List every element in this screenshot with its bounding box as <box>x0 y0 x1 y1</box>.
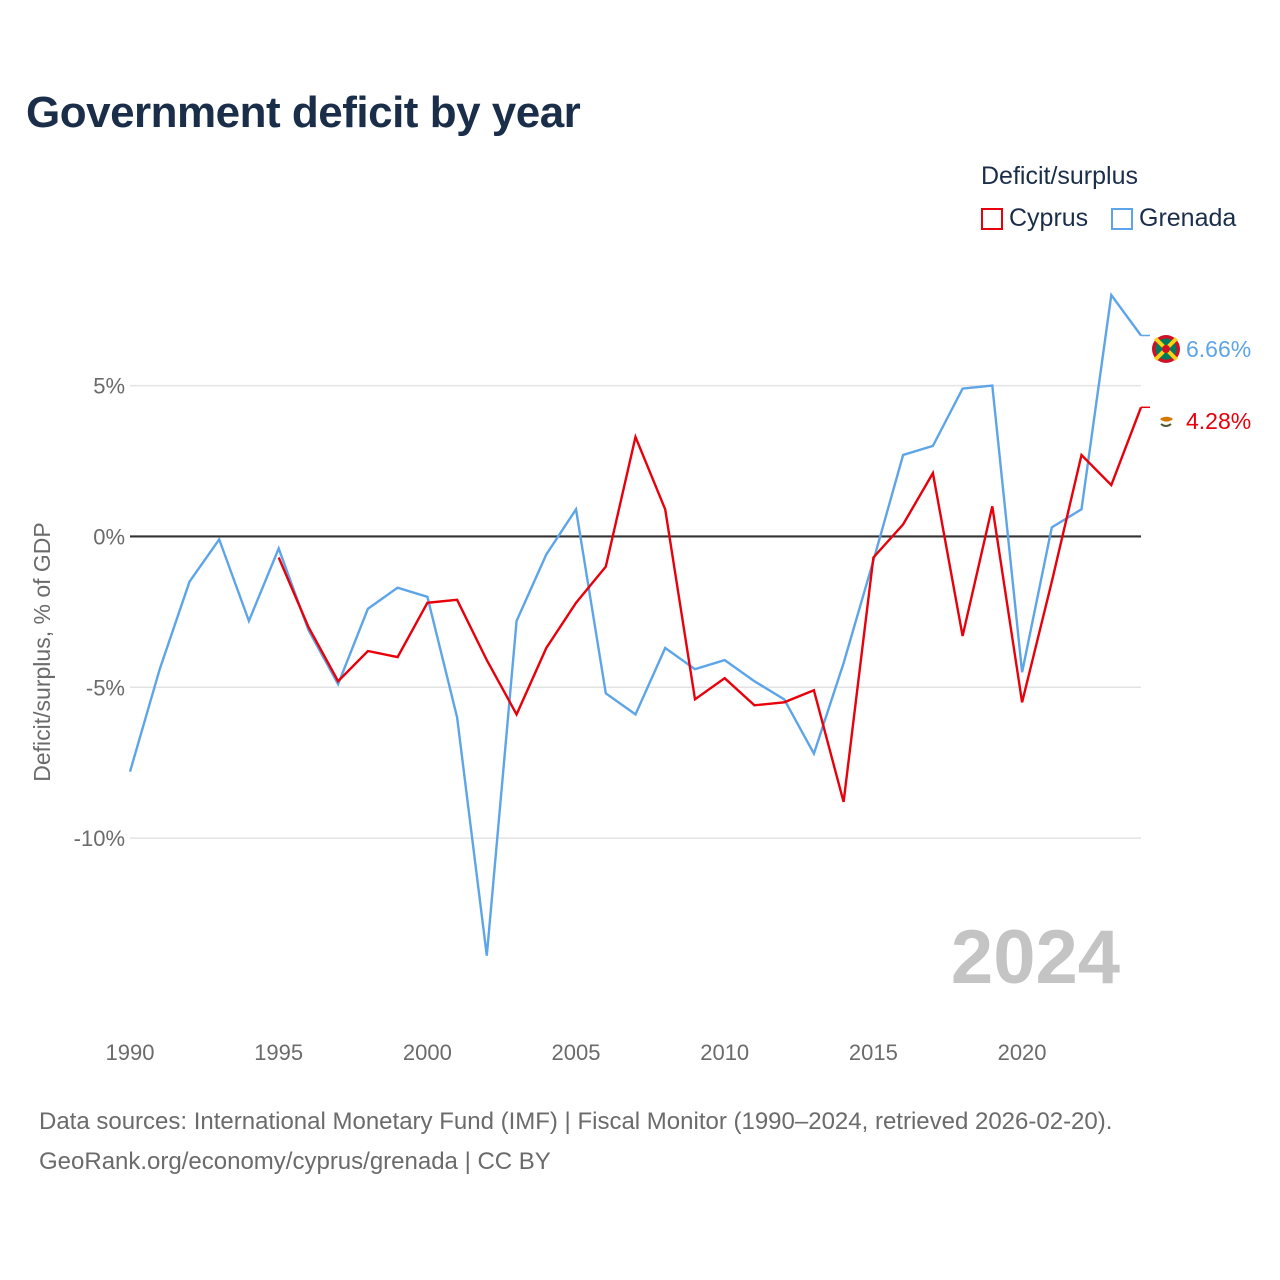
y-axis-label: Deficit/surplus, % of GDP <box>29 522 55 781</box>
legend-swatch-grenada <box>1111 207 1133 230</box>
x-tick-label: 1990 <box>106 1040 155 1065</box>
y-tick-label: -10% <box>74 826 125 851</box>
series-line-cyprus[interactable] <box>277 406 1143 803</box>
series-line-grenada[interactable] <box>128 292 1142 956</box>
line-chart: 5% 0% -5% -10% 1990 1995 2000 2005 2010 2015 2020 D… <box>29 292 1251 1065</box>
end-label-grenada: 6.66% <box>1186 336 1251 362</box>
legend-swatch-cyprus <box>981 207 1003 230</box>
legend-label-grenada: Grenada <box>1139 204 1237 232</box>
cyprus-flag-icon <box>1160 416 1173 427</box>
source-line-1: Data sources: International Monetary Fun… <box>39 1108 1113 1135</box>
legend-item-grenada[interactable]: Grenada <box>1111 204 1236 233</box>
x-tick-label: 2010 <box>700 1040 749 1065</box>
y-tick-label: 5% <box>93 374 125 399</box>
y-tick-label: -5% <box>86 675 125 700</box>
grenada-flag-icon <box>1152 335 1180 363</box>
y-tick-label: 0% <box>93 524 125 549</box>
x-tick-label: 2015 <box>849 1040 898 1065</box>
x-tick-label: 2000 <box>403 1040 452 1065</box>
legend-title: Deficit/surplus <box>981 162 1138 190</box>
year-watermark: 2024 <box>951 915 1120 1000</box>
x-tick-label: 1995 <box>254 1040 303 1065</box>
end-label-cyprus: 4.28% <box>1186 408 1251 434</box>
legend-label-cyprus: Cyprus <box>1009 204 1089 232</box>
chart-title: Government deficit by year <box>26 88 581 137</box>
x-tick-label: 2005 <box>552 1040 601 1065</box>
x-tick-label: 2020 <box>998 1040 1047 1065</box>
source-line-2: GeoRank.org/economy/cyprus/grenada | CC … <box>39 1148 551 1175</box>
legend-item-cyprus[interactable]: Cyprus <box>981 204 1088 233</box>
